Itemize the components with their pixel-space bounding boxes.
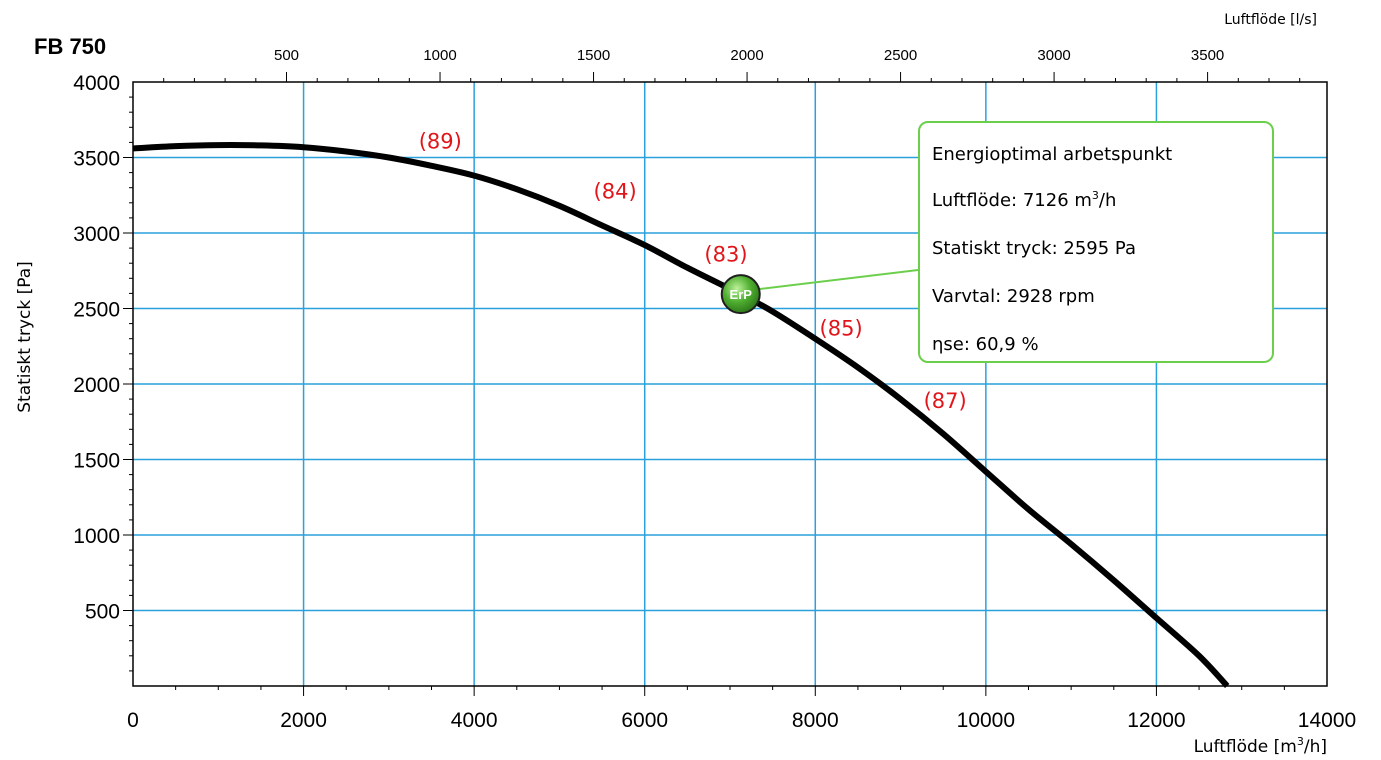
y-tick-label: 1500 — [73, 450, 120, 473]
x-tick-label: 6000 — [621, 709, 668, 732]
y-axis-label: Statiskt tryck [Pa] — [15, 261, 35, 413]
x2-tick-label: 500 — [274, 47, 299, 64]
x2-tick-label: 1000 — [423, 47, 456, 64]
sound-label: (84) — [594, 179, 637, 203]
y-tick-label: 2000 — [73, 374, 120, 397]
x2-axis-label: Luftflöde [l/s] — [1224, 12, 1317, 28]
y-tick-label: 500 — [85, 601, 120, 624]
sound-label: (89) — [419, 129, 462, 153]
x-axis-label: Luftflöde [m3/h] — [1194, 735, 1327, 757]
sound-label: (87) — [924, 389, 967, 413]
callout-title: Energioptimal arbetspunkt — [932, 144, 1173, 165]
y-tick-label: 2500 — [73, 299, 120, 322]
callout-efficiency: ηse: 60,9 % — [932, 334, 1039, 355]
x-tick-label: 0 — [127, 709, 139, 732]
y-tick-label: 4000 — [73, 72, 120, 95]
y-tick-label: 3000 — [73, 223, 120, 246]
callout-flow: Luftflöde: 7126 m3/h — [932, 189, 1117, 211]
x-tick-label: 4000 — [451, 709, 498, 732]
sound-label: (83) — [704, 243, 747, 267]
x2-tick-label: 3500 — [1191, 47, 1224, 64]
x-tick-label: 12000 — [1127, 709, 1185, 732]
callout-leader-line — [758, 269, 919, 291]
callout-speed: Varvtal: 2928 rpm — [932, 286, 1095, 307]
plot-area-frame — [132, 81, 1328, 687]
erp-logo-text: ErP — [730, 287, 753, 302]
x-tick-labels: 0 2000 4000 6000 8000 10000 12000 14000 — [127, 709, 1356, 732]
callout-pressure: Statiskt tryck: 2595 Pa — [932, 238, 1136, 259]
energy-optimal-callout: Energioptimal arbetspunkt Luftflöde: 712… — [918, 121, 1274, 363]
x2-tick-label: 2000 — [730, 47, 763, 64]
operating-point-circle — [720, 274, 761, 315]
x-tick-label: 8000 — [792, 709, 839, 732]
y-tick-labels: 500 1000 1500 2000 2500 3000 3500 4000 — [73, 72, 120, 624]
x2-tick-label: 2500 — [884, 47, 917, 64]
x2-tick-label: 3000 — [1037, 47, 1070, 64]
x2-tick-label: 1500 — [577, 47, 610, 64]
series-line-fan-curve — [132, 142, 1230, 689]
sound-labels: (89) (84) (83) (85) (87) — [419, 129, 967, 413]
x-tick-label: 2000 — [280, 709, 327, 732]
x-tick-label: 10000 — [957, 709, 1015, 732]
y-tick-label: 1000 — [73, 525, 120, 548]
operating-point-marker: ErP — [720, 274, 761, 315]
x-tick-label: 14000 — [1298, 709, 1356, 732]
y-tick-label: 3500 — [73, 148, 120, 171]
chart-title: FB 750 — [34, 34, 106, 59]
sound-label: (85) — [820, 317, 863, 341]
x2-tick-labels: 500 1000 1500 2000 2500 3000 3500 — [274, 47, 1224, 64]
